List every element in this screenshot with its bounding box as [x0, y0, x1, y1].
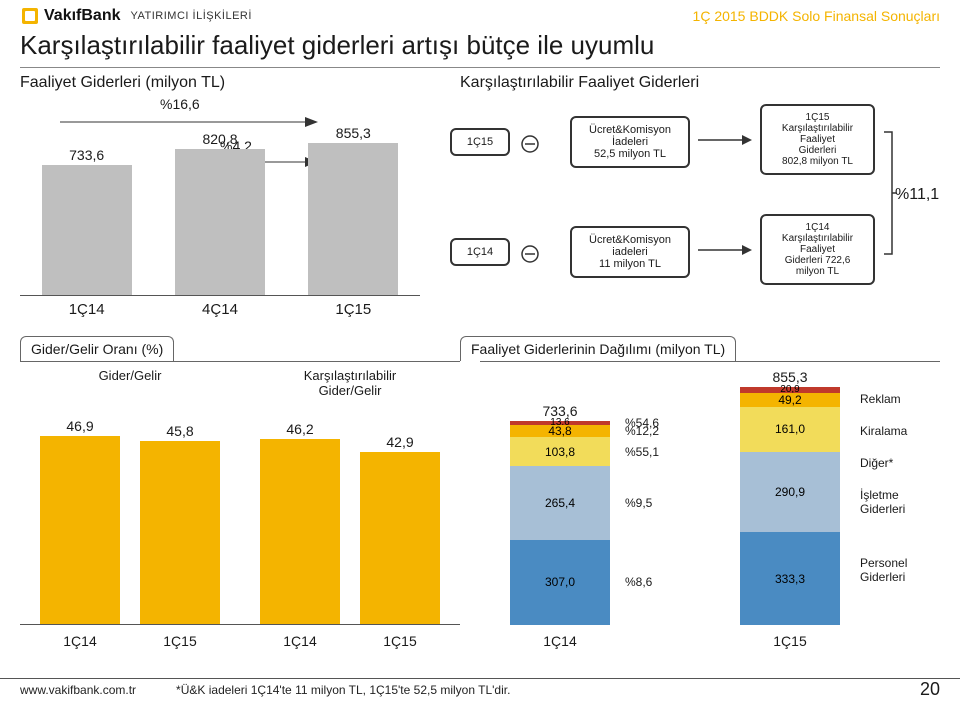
legend-personel: Personel Giderleri	[860, 556, 940, 584]
arrow-right-icon	[698, 132, 754, 148]
stacked-title: Faaliyet Giderlerinin Dağılımı (milyon T…	[460, 336, 736, 361]
legend-kiralama: Kiralama	[860, 424, 940, 438]
flow-1c14: 1Ç14	[450, 238, 510, 266]
flow-1c15-iade: Ücret&Komisyon İadeleri 52,5 milyon TL	[570, 116, 690, 168]
ratio-xlabel: 1Ç14	[260, 633, 340, 649]
flow-1c14-iade: Ücret&Komisyon iadeleri 11 milyon TL	[570, 226, 690, 278]
ratio-bar: 46,2	[260, 421, 340, 624]
ratio-bar: 46,9	[40, 418, 120, 624]
minus-icon	[520, 134, 560, 154]
stacked-pct-kiralama: %12,2	[625, 424, 695, 438]
title-divider	[20, 67, 940, 68]
flow-chart: 1Ç15 Ücret&Komisyon İadeleri 52,5 milyon…	[450, 98, 940, 328]
stacked-segment-personel: 333,3	[740, 532, 840, 625]
brand-sub: YATIRIMCI İLİŞKİLERİ	[130, 10, 251, 22]
chart1-xlabel: 1Ç15	[308, 301, 398, 318]
stacked-column: 307,0265,4103,843,813,6	[510, 421, 610, 625]
flow-1c14-result: 1Ç14 Karşılaştırılabilir Faaliyet Giderl…	[760, 214, 875, 285]
bracket-icon	[880, 128, 896, 258]
legend-diger: Diğer*	[860, 456, 940, 470]
ratio-head-2: Karşılaştırılabilir Gider/Gelir	[240, 362, 460, 406]
chart1-bar: 820,8	[175, 131, 265, 295]
header-right: 1Ç 2015 BDDK Solo Finansal Sonuçları	[693, 8, 940, 24]
stacked-x-1: 1Ç14	[510, 633, 610, 649]
legend-reklam: Reklam	[860, 392, 940, 406]
bar-chart-1: %16,6 %4,2 733,6820,8855,3 1Ç144Ç141Ç15	[20, 98, 420, 318]
chart1-xlabel: 4Ç14	[175, 301, 265, 318]
footer-note: *Ü&K iadeleri 1Ç14'te 11 milyon TL, 1Ç15…	[176, 683, 510, 697]
stacked-legend: Reklam Kiralama Diğer* İşletme Giderleri…	[860, 392, 940, 602]
flow-1c15: 1Ç15	[450, 128, 510, 156]
ratio-chart: Gider/Gelir 46,945,8 1Ç14 1Ç15 Karşılaştı…	[20, 361, 460, 651]
stacked-segment-isletme: 290,9	[740, 452, 840, 533]
stacked-chart: 733,6 855,3 307,0265,4103,843,813,6333,3…	[480, 361, 940, 651]
page-header: VakıfBank YATIRIMCI İLİŞKİLERİ 1Ç 2015 B…	[0, 0, 960, 28]
minus-icon	[520, 244, 560, 264]
flow-1c15-result: 1Ç15 Karşılaştırılabilir Faaliyet Giderl…	[760, 104, 875, 175]
ratio-xlabel: 1Ç15	[140, 633, 220, 649]
stacked-segment-diger: 161,0	[740, 407, 840, 452]
ratio-xlabel: 1Ç15	[360, 633, 440, 649]
brand-name: VakıfBank	[44, 7, 120, 25]
stacked-pct-isletme: %9,5	[625, 496, 695, 510]
flow-pct: %11,1	[895, 186, 939, 204]
page-number: 20	[920, 679, 940, 700]
ratio-title: Gider/Gelir Oranı (%)	[20, 336, 174, 361]
footer: www.vakifbank.com.tr *Ü&K iadeleri 1Ç14'…	[0, 678, 960, 700]
chart1-title: Faaliyet Giderleri (milyon TL)	[20, 74, 420, 92]
stacked-x-2: 1Ç15	[740, 633, 840, 649]
ratio-bar: 45,8	[140, 423, 220, 624]
ratio-group-2: Karşılaştırılabilir Gider/Gelir 46,242,9…	[240, 362, 460, 651]
ratio-xlabel: 1Ç14	[40, 633, 120, 649]
stacked-segment-kiralama: 49,2	[740, 393, 840, 407]
chart1-bar: 733,6	[42, 147, 132, 295]
stacked-segment-personel: 307,0	[510, 540, 610, 625]
logo-icon: VakıfBank	[20, 6, 120, 26]
flow-title: Karşılaştırılabilir Faaliyet Giderleri	[460, 74, 699, 92]
ratio-head-1: Gider/Gelir	[20, 362, 240, 406]
page-title: Karşılaştırılabilir faaliyet giderleri a…	[0, 28, 960, 67]
stacked-segment-isletme: 265,4	[510, 466, 610, 540]
stacked-column: 333,3290,9161,049,220,9	[740, 387, 840, 625]
ratio-bar: 42,9	[360, 434, 440, 624]
growth-top: %16,6	[160, 96, 200, 112]
stacked-segment-kiralama: 43,8	[510, 425, 610, 437]
ratio-group-1: Gider/Gelir 46,945,8 1Ç14 1Ç15	[20, 362, 240, 651]
chart1-bar: 855,3	[308, 125, 398, 295]
legend-isletme: İşletme Giderleri	[860, 488, 940, 516]
stacked-pct-personel: %8,6	[625, 575, 695, 589]
logo: VakıfBank YATIRIMCI İLİŞKİLERİ	[20, 6, 252, 26]
stacked-pct-diger: %55,1	[625, 445, 695, 459]
stacked-segment-diger: 103,8	[510, 437, 610, 466]
growth-arrow-top-icon	[60, 112, 320, 132]
arrow-right-icon	[698, 242, 754, 258]
chart1-xlabel: 1Ç14	[42, 301, 132, 318]
footer-url: www.vakifbank.com.tr	[20, 683, 136, 697]
